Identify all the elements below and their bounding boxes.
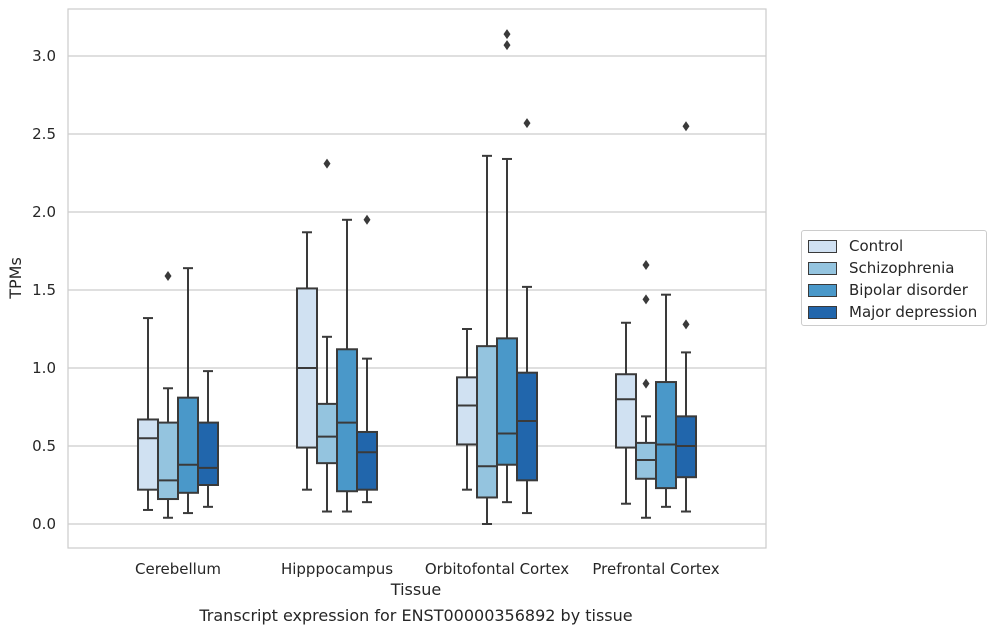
y-tick-label: 1.0: [32, 359, 56, 377]
y-tick-label: 2.5: [32, 125, 56, 143]
x-tick-label: Cerebellum: [135, 560, 221, 578]
y-axis-label: TPMs: [6, 257, 25, 300]
legend-label-schizophrenia: Schizophrenia: [849, 259, 955, 277]
box-iqr: [356, 430, 378, 491]
outlier-point: [164, 270, 172, 281]
box-schizophrenia: [157, 270, 179, 519]
x-axis-label: Tissue: [390, 580, 441, 599]
legend-item-bipolar-disorder: Bipolar disorder: [808, 281, 968, 299]
box-iqr: [516, 371, 538, 482]
legend-swatch-bipolar-disorder: [808, 283, 837, 297]
box-iqr: [456, 376, 478, 446]
legend-item-major-depression: Major depression: [808, 303, 977, 321]
box-control: [615, 321, 637, 505]
legend-item-control: Control: [808, 237, 903, 255]
outlier-point: [682, 121, 690, 132]
outlier-point: [363, 214, 371, 225]
legend-label-major-depression: Major depression: [849, 303, 978, 321]
box-iqr: [615, 373, 637, 449]
box-iqr: [137, 418, 159, 491]
outlier-point: [682, 319, 690, 330]
outlier-point: [642, 294, 650, 305]
box-iqr: [336, 348, 358, 493]
x-tick-label: Orbitofontal Cortex: [425, 560, 569, 578]
y-tick-label: 0.0: [32, 515, 56, 533]
outlier-point: [503, 29, 511, 40]
outlier-point: [323, 158, 331, 169]
box-control: [456, 328, 478, 491]
x-tick-label: Hipppocampus: [281, 560, 393, 578]
legend-swatch-schizophrenia: [808, 261, 837, 275]
outlier-point: [642, 378, 650, 389]
outlier-point: [503, 40, 511, 51]
x-tick-labels: Cerebellum Hipppocampus Orbitofontal Corte…: [135, 560, 720, 578]
box-schizophrenia: [635, 260, 657, 519]
box-control: [296, 231, 318, 491]
y-tick-labels: 0.0 0.5 1.0 1.5 2.0 2.5 3.0: [32, 47, 56, 533]
box-iqr: [177, 396, 199, 494]
box-layer: [137, 29, 697, 525]
box-schizophrenia: [476, 154, 498, 525]
x-tick-label: Prefrontal Cortex: [592, 560, 719, 578]
legend-label-control: Control: [849, 237, 904, 255]
legend-label-bipolar-disorder: Bipolar disorder: [849, 281, 968, 299]
box-major-depression: [356, 214, 378, 504]
box-bipolar-disorder: [655, 293, 677, 508]
y-tick-label: 1.5: [32, 281, 56, 299]
box-major-depression: [675, 121, 697, 513]
box-bipolar-disorder: [336, 218, 358, 513]
box-iqr: [476, 345, 498, 499]
box-iqr: [655, 381, 677, 490]
chart-caption: Transcript expression for ENST0000035689…: [199, 606, 633, 625]
box-major-depression: [197, 370, 219, 508]
legend-swatch-control: [808, 239, 837, 253]
outlier-point: [523, 118, 531, 129]
legend: Control Schizophrenia Bipolar disorder M…: [801, 230, 987, 326]
box-iqr: [496, 337, 518, 466]
legend-swatch-major-depression: [808, 305, 837, 319]
box-major-depression: [516, 118, 538, 515]
y-tick-label: 2.0: [32, 203, 56, 221]
box-schizophrenia: [316, 158, 338, 513]
box-control: [137, 317, 159, 511]
plot-frame: [67, 8, 767, 549]
box-bipolar-disorder: [177, 267, 199, 515]
outlier-point: [642, 260, 650, 271]
box-iqr: [157, 421, 179, 501]
box-bipolar-disorder: [496, 29, 518, 504]
y-tick-label: 0.5: [32, 437, 56, 455]
box-iqr: [197, 421, 219, 487]
y-tick-label: 3.0: [32, 47, 56, 65]
legend-item-schizophrenia: Schizophrenia: [808, 259, 954, 277]
box-iqr: [316, 402, 338, 465]
